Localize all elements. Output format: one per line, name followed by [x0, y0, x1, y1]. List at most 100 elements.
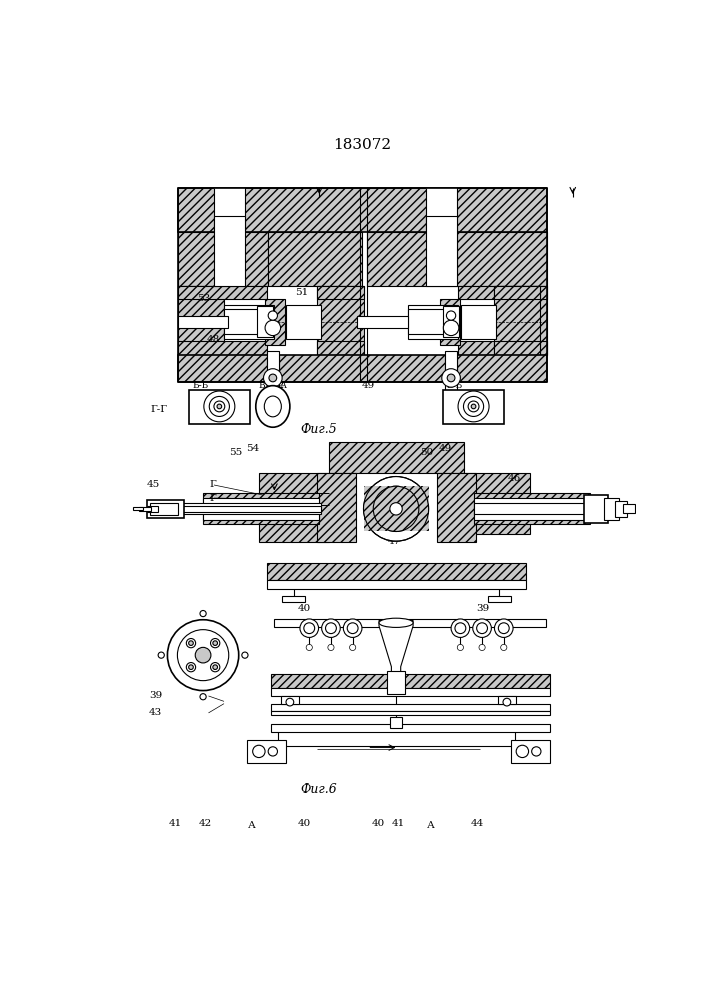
Bar: [139, 507, 151, 511]
Bar: [177, 286, 224, 355]
Circle shape: [189, 665, 193, 669]
Circle shape: [446, 311, 456, 320]
Bar: [408, 305, 458, 339]
Polygon shape: [379, 620, 413, 674]
Circle shape: [477, 623, 488, 634]
Bar: [317, 286, 363, 299]
Bar: [265, 299, 285, 345]
Text: Б-Б: Б-Б: [192, 381, 209, 390]
Bar: [177, 355, 547, 382]
Bar: [317, 286, 363, 355]
Circle shape: [448, 374, 455, 382]
Text: 41: 41: [392, 819, 404, 828]
Bar: [368, 232, 457, 286]
Circle shape: [328, 644, 334, 651]
Bar: [623, 504, 635, 513]
Bar: [177, 341, 267, 355]
Bar: [146, 500, 184, 518]
Circle shape: [211, 639, 220, 648]
Ellipse shape: [379, 618, 413, 627]
Circle shape: [286, 698, 293, 706]
Circle shape: [209, 396, 230, 416]
Bar: [474, 498, 590, 520]
Bar: [493, 341, 540, 355]
Bar: [440, 299, 460, 345]
Text: 54: 54: [246, 444, 259, 453]
Text: Г: Г: [210, 480, 216, 489]
Circle shape: [479, 644, 485, 651]
Circle shape: [503, 698, 510, 706]
Bar: [274, 619, 546, 627]
Bar: [268, 232, 362, 286]
Circle shape: [473, 619, 491, 637]
Text: 53: 53: [197, 294, 210, 303]
Circle shape: [442, 369, 460, 387]
Text: 41: 41: [168, 819, 182, 828]
Bar: [317, 473, 356, 542]
Bar: [286, 305, 321, 339]
Circle shape: [363, 477, 428, 541]
Circle shape: [455, 623, 466, 634]
Text: 49: 49: [361, 381, 375, 390]
Bar: [408, 309, 458, 334]
Text: 44: 44: [471, 819, 484, 828]
Circle shape: [464, 396, 484, 416]
Text: Г: Г: [210, 494, 216, 503]
Bar: [214, 216, 245, 286]
Bar: [267, 563, 526, 580]
Bar: [474, 493, 590, 524]
Circle shape: [516, 745, 529, 758]
Text: 40: 40: [372, 819, 385, 828]
Text: 50: 50: [421, 448, 433, 457]
Bar: [317, 341, 363, 355]
Circle shape: [306, 644, 312, 651]
Bar: [257, 306, 273, 337]
Text: 49: 49: [439, 444, 452, 453]
Bar: [461, 305, 496, 339]
Circle shape: [168, 620, 239, 691]
Bar: [443, 389, 504, 424]
Circle shape: [268, 747, 277, 756]
Bar: [445, 355, 457, 382]
Bar: [177, 286, 267, 299]
Circle shape: [349, 644, 356, 651]
Text: 40: 40: [298, 604, 311, 613]
Circle shape: [211, 663, 220, 672]
Bar: [460, 473, 530, 534]
Bar: [493, 286, 540, 299]
Bar: [247, 740, 286, 763]
Text: 183072: 183072: [333, 138, 391, 152]
Circle shape: [217, 404, 222, 409]
Bar: [426, 216, 457, 286]
Circle shape: [268, 311, 277, 320]
Bar: [281, 696, 299, 704]
Bar: [387, 671, 405, 694]
Bar: [396, 486, 428, 531]
Text: 39: 39: [149, 691, 163, 700]
Circle shape: [458, 391, 489, 422]
Circle shape: [498, 623, 509, 634]
Circle shape: [213, 641, 218, 645]
Circle shape: [265, 320, 281, 336]
Circle shape: [325, 623, 337, 634]
Bar: [134, 507, 143, 510]
Circle shape: [189, 641, 193, 645]
Bar: [177, 232, 268, 286]
Bar: [488, 596, 510, 602]
Circle shape: [187, 639, 196, 648]
Circle shape: [390, 503, 402, 515]
Text: 55: 55: [228, 448, 242, 457]
Text: 55: 55: [214, 394, 226, 403]
Bar: [390, 717, 402, 728]
Circle shape: [472, 404, 476, 409]
Bar: [604, 498, 619, 520]
Text: Фиг.5: Фиг.5: [300, 423, 337, 436]
Circle shape: [300, 619, 319, 637]
Circle shape: [195, 647, 211, 663]
Circle shape: [457, 644, 464, 651]
Bar: [267, 355, 279, 382]
Text: 51: 51: [296, 288, 309, 297]
Bar: [498, 696, 516, 704]
Text: 42: 42: [199, 819, 211, 828]
Bar: [203, 498, 320, 520]
